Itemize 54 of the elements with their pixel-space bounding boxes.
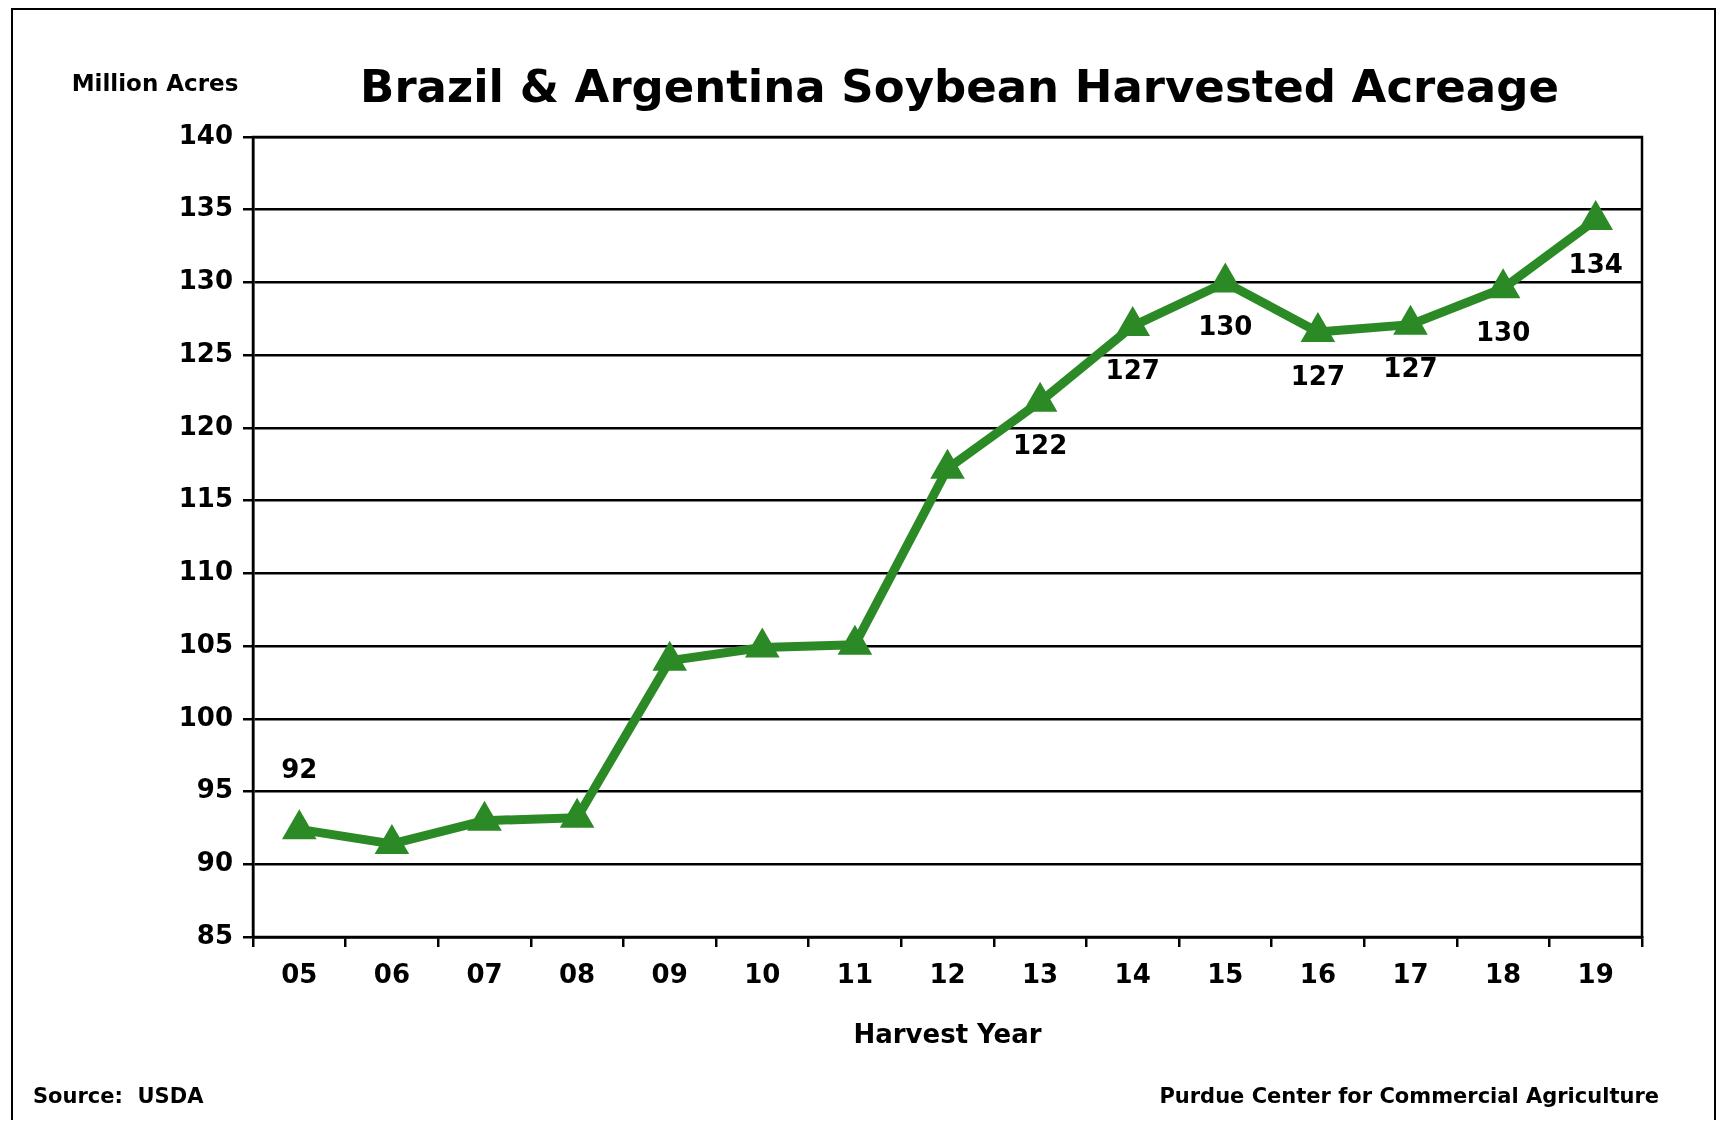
point — [1579, 201, 1612, 230]
y-tick-label: 120 — [178, 410, 233, 441]
x-tick-label: 19 — [1577, 959, 1614, 990]
y-tick-label: 90 — [196, 847, 233, 878]
point — [1024, 381, 1058, 412]
data-label: 92 — [281, 754, 318, 785]
y-axis-title: Million Acres — [71, 69, 239, 96]
x-tick-label: 18 — [1485, 959, 1522, 990]
point — [1393, 304, 1428, 335]
point — [467, 800, 502, 831]
point — [559, 797, 595, 828]
x-tick-label: 09 — [651, 959, 688, 990]
x-tick-label: 12 — [929, 959, 966, 990]
y-tick-label: 140 — [178, 119, 233, 150]
y-tick-label: 115 — [178, 483, 233, 514]
data-label: 127 — [1290, 360, 1346, 391]
point — [283, 811, 316, 840]
x-tick-label: 17 — [1392, 959, 1429, 990]
x-tick-label: 11 — [836, 959, 873, 990]
data-label: 130 — [1475, 317, 1531, 348]
y-tick-label: 135 — [178, 192, 233, 223]
y-tick-label: 100 — [178, 701, 233, 732]
data-label: 130 — [1198, 311, 1253, 342]
y-tick-label: 130 — [178, 265, 233, 296]
data-label: 134 — [1568, 248, 1623, 279]
point — [1487, 270, 1519, 299]
point — [652, 640, 687, 671]
x-tick-label: 10 — [744, 959, 781, 990]
data-label: 127 — [1383, 353, 1438, 384]
point — [745, 627, 780, 658]
point — [837, 624, 872, 655]
y-tick-label: 95 — [196, 774, 233, 805]
x-tick-label: 13 — [1022, 959, 1059, 990]
x-tick-label: 07 — [466, 959, 503, 990]
y-tick-label: 105 — [178, 628, 233, 659]
x-tick-label: 08 — [559, 959, 596, 990]
source-note: Source: USDA — [33, 1084, 205, 1109]
x-tick-label: 14 — [1114, 959, 1151, 990]
point — [930, 448, 965, 479]
x-tick-label: 06 — [373, 959, 410, 990]
y-tick-label: 125 — [178, 337, 233, 368]
y-tick-label: 85 — [196, 919, 233, 950]
x-tick-label: 15 — [1207, 959, 1244, 990]
point — [1302, 313, 1334, 342]
x-tick-label: 16 — [1299, 959, 1336, 990]
x-tick-label: 05 — [281, 959, 318, 990]
chart-title: Brazil & Argentina Soybean Harvested Acreage — [360, 59, 1559, 113]
data-label: 122 — [1012, 430, 1068, 461]
data-label: 127 — [1105, 354, 1160, 385]
y-tick-label: 110 — [178, 556, 233, 587]
point — [376, 825, 408, 854]
x-axis-title: Harvest Year — [853, 1019, 1042, 1050]
text: Purdue Center for Commercial Agriculture — [1159, 1084, 1659, 1109]
point — [1116, 308, 1149, 337]
